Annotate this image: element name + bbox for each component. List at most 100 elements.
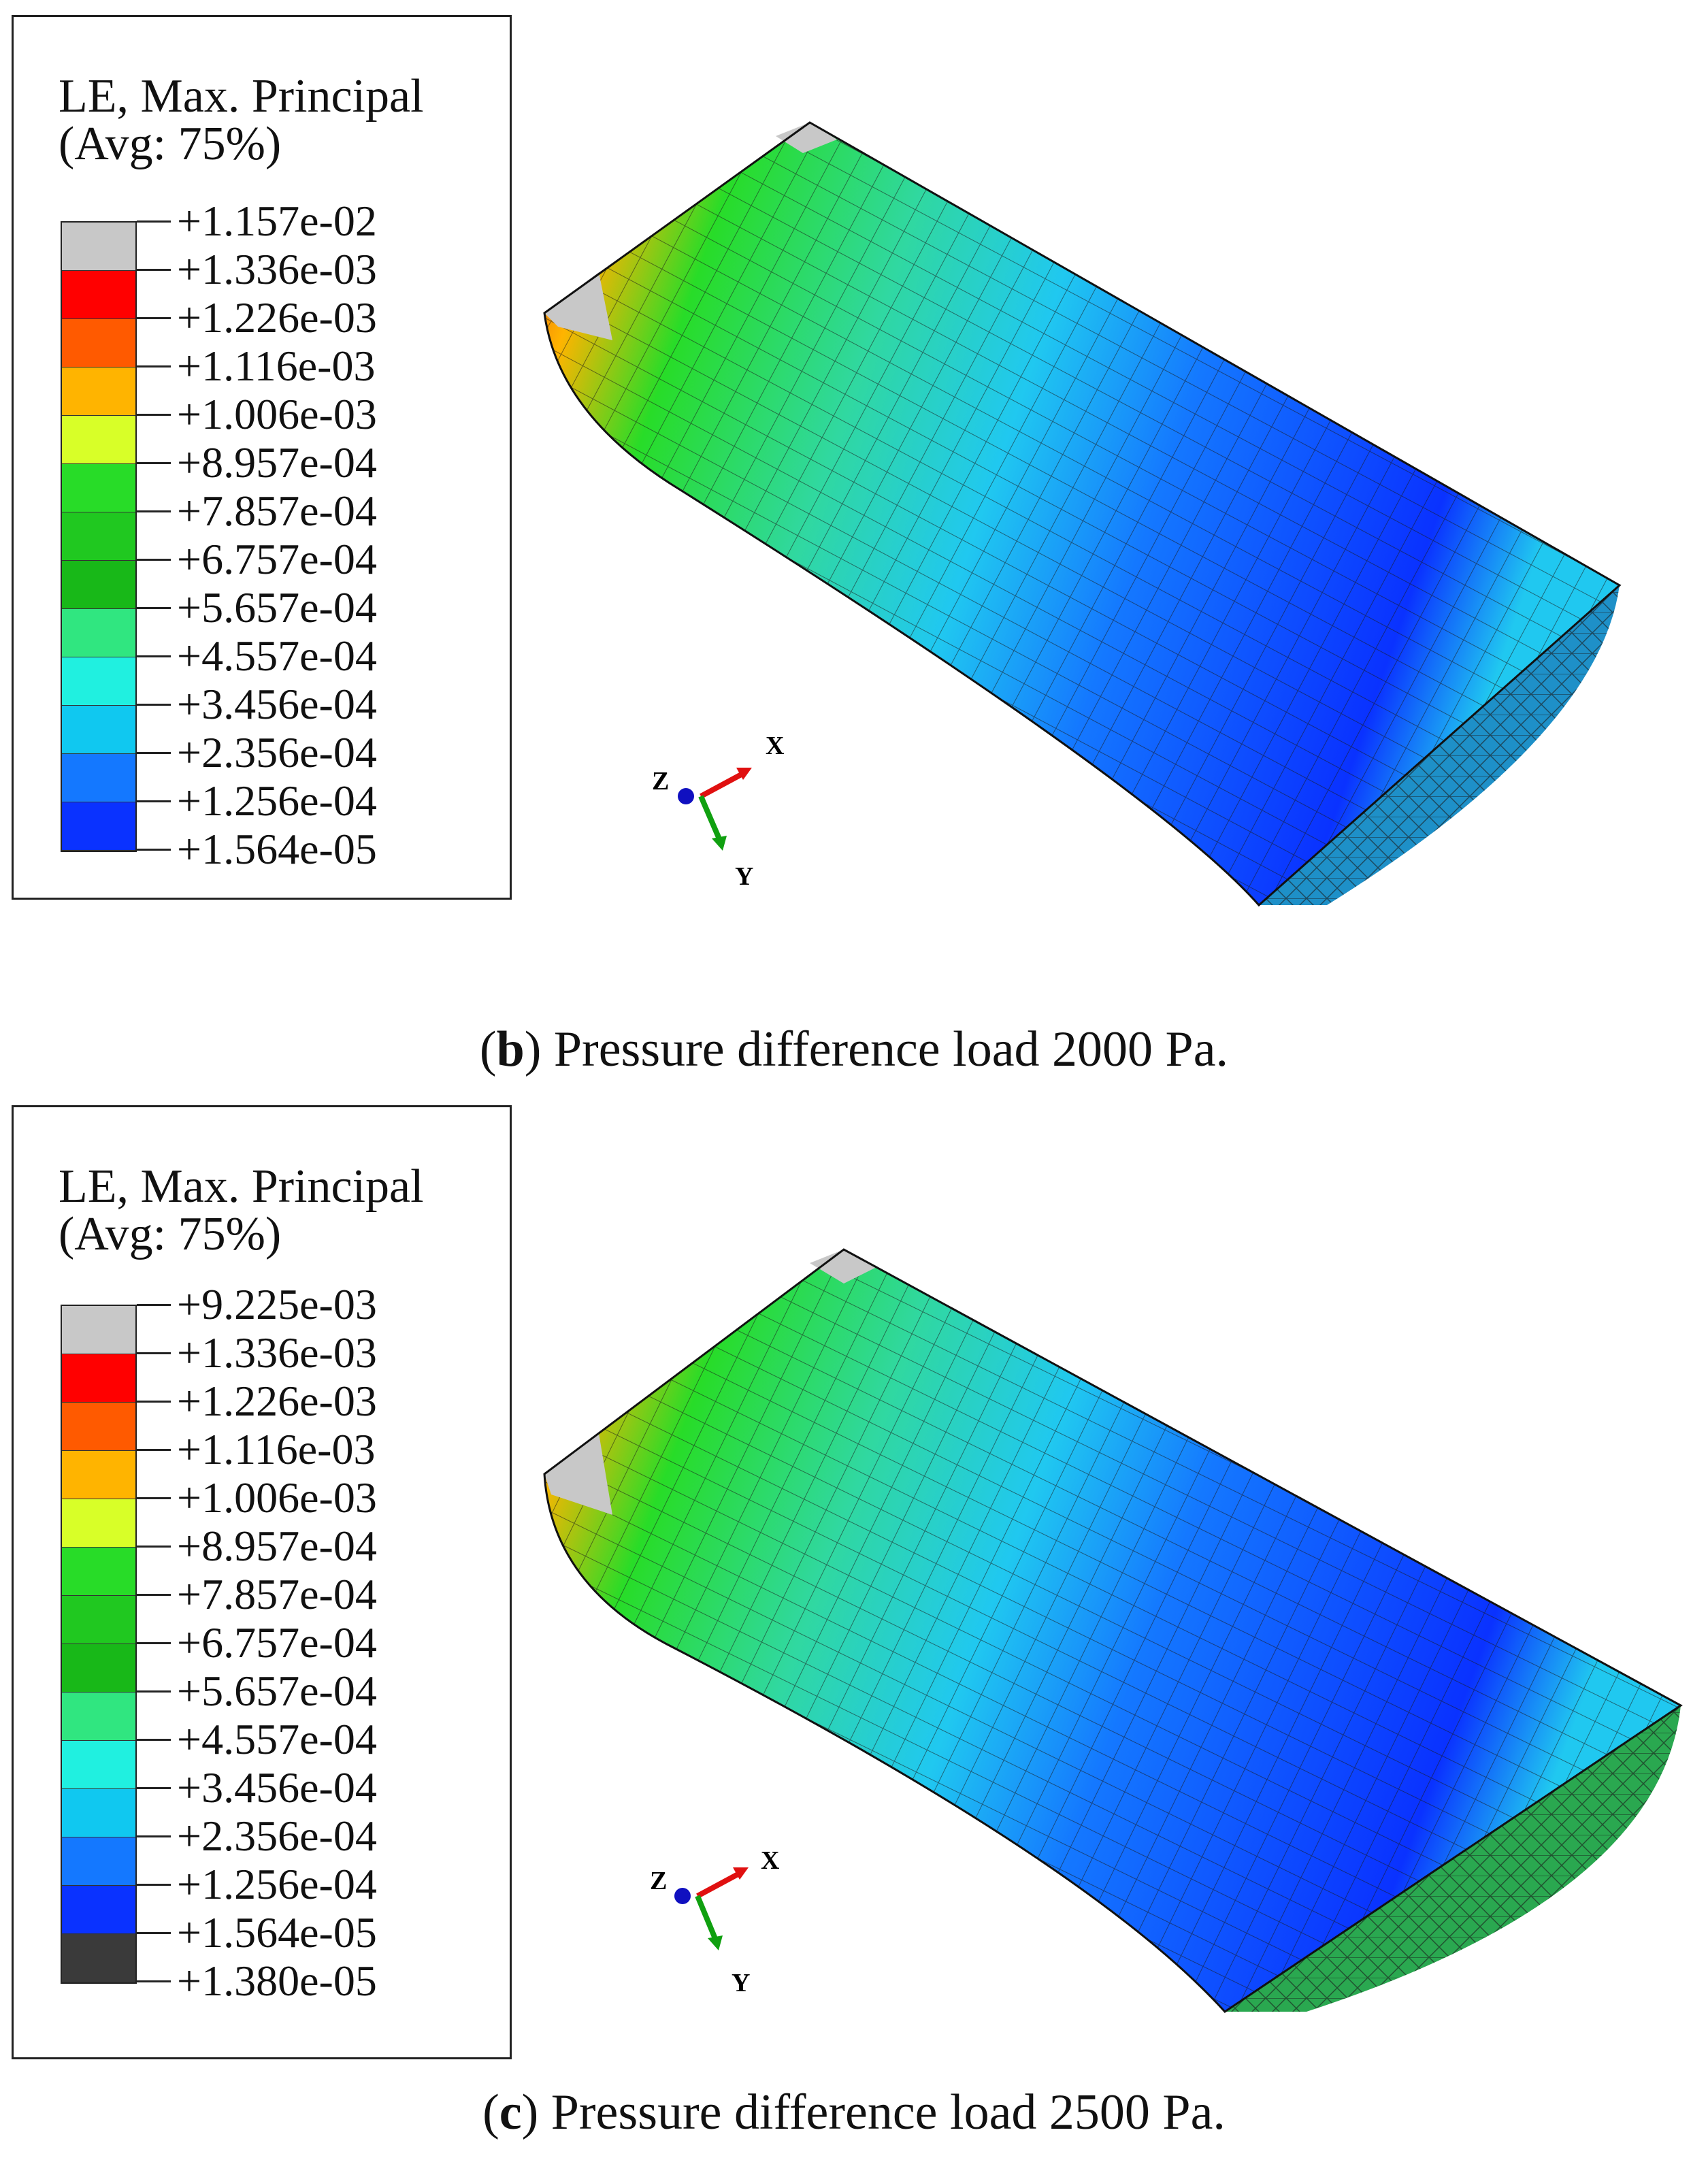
legend-subtitle: (Avg: 75%) xyxy=(59,118,282,170)
legend-value: +1.564e-05 xyxy=(177,825,377,873)
legend-tick xyxy=(137,1594,171,1596)
legend-value: +4.557e-04 xyxy=(177,632,377,680)
legend-value: +5.657e-04 xyxy=(177,1667,377,1715)
legend-tick xyxy=(137,1690,171,1693)
legend-swatch xyxy=(62,1741,135,1789)
legend-value: +1.256e-04 xyxy=(177,1860,377,1908)
legend-tick xyxy=(137,655,171,657)
legend-value: +1.157e-02 xyxy=(177,197,377,245)
legend-tick xyxy=(137,1835,171,1837)
fea-wing-plot: X Y Z xyxy=(543,121,1622,907)
legend-swatch xyxy=(62,271,135,319)
legend-swatch xyxy=(62,1693,135,1741)
axis-z-label: Z xyxy=(650,1867,667,1895)
legend-value: +6.757e-04 xyxy=(177,1618,377,1667)
legend-tick xyxy=(137,462,171,464)
axis-y-label: Y xyxy=(732,1969,750,1997)
legend-value: +1.380e-05 xyxy=(177,1957,377,2005)
legend-tick xyxy=(137,317,171,319)
legend-value: +8.957e-04 xyxy=(177,1522,377,1570)
axis-x-label: X xyxy=(761,1846,779,1875)
triad-axes: X Y Z xyxy=(650,1846,779,1997)
legend-swatch xyxy=(62,754,135,802)
axis-y-label: Y xyxy=(735,862,753,891)
legend-tick xyxy=(137,220,171,223)
legend-value: +3.456e-04 xyxy=(177,680,377,728)
legend-tick xyxy=(137,1642,171,1644)
legend-swatch xyxy=(62,802,135,851)
legend-tick xyxy=(137,1787,171,1789)
legend-tick xyxy=(137,269,171,271)
legend-value: +7.857e-04 xyxy=(177,487,377,535)
wing-surface xyxy=(543,1248,1683,2013)
legend-value: +3.456e-04 xyxy=(177,1763,377,1812)
fea-wing-plot: X Y Z xyxy=(543,1248,1683,2013)
legend-value: +1.226e-03 xyxy=(177,1377,377,1425)
axis-z-label: Z xyxy=(652,767,669,796)
legend-value: +1.116e-03 xyxy=(177,342,376,390)
legend-tick xyxy=(137,607,171,609)
legend-tick xyxy=(137,1932,171,1934)
legend-swatch xyxy=(62,367,135,416)
legend-swatch xyxy=(62,512,135,561)
legend-swatch xyxy=(62,1499,135,1548)
legend-value: +1.116e-03 xyxy=(177,1425,376,1473)
legend-value: +4.557e-04 xyxy=(177,1715,377,1763)
wing-surface xyxy=(543,121,1622,907)
legend-tick xyxy=(137,1304,171,1306)
caption-text: Pressure difference load 2500 Pa. xyxy=(538,2085,1226,2140)
figure-caption: (c) Pressure difference load 2500 Pa. xyxy=(482,2085,1226,2140)
legend-value: +2.356e-04 xyxy=(177,728,377,776)
axis-x-label: X xyxy=(766,732,784,760)
legend-swatch xyxy=(62,1306,135,1354)
legend-swatch xyxy=(62,223,135,271)
legend-tick xyxy=(137,1401,171,1403)
legend-value: +5.657e-04 xyxy=(177,583,377,632)
legend-swatch xyxy=(62,416,135,464)
legend-tick xyxy=(137,510,171,512)
legend-tick xyxy=(137,704,171,706)
legend-tick xyxy=(137,849,171,851)
legend-tick xyxy=(137,1980,171,1982)
figure-panel-c: LE, Max. Principal (Avg: 75%) +9.225e-03… xyxy=(0,1079,1708,2158)
legend-box: LE, Max. Principal (Avg: 75%) +9.225e-03… xyxy=(12,1105,512,2059)
legend-tick xyxy=(137,1497,171,1499)
legend-tick xyxy=(137,1449,171,1451)
color-scale xyxy=(61,221,137,852)
legend-swatch xyxy=(62,1934,135,1982)
legend-swatch xyxy=(62,1837,135,1886)
figure-caption: (b) Pressure difference load 2000 Pa. xyxy=(479,1021,1229,1077)
legend-subtitle: (Avg: 75%) xyxy=(59,1208,282,1260)
legend-value: +1.256e-04 xyxy=(177,776,377,825)
legend-value: +1.006e-03 xyxy=(177,390,377,438)
legend-swatch xyxy=(62,1548,135,1596)
legend-value: +1.564e-05 xyxy=(177,1908,377,1957)
legend-tick xyxy=(137,1352,171,1354)
legend-box: LE, Max. Principal (Avg: 75%) +1.157e-02… xyxy=(12,15,512,900)
legend-value: +2.356e-04 xyxy=(177,1812,377,1860)
legend-title: LE, Max. Principal xyxy=(59,70,424,122)
legend-swatch xyxy=(62,1644,135,1693)
caption-letter: c xyxy=(499,2085,522,2140)
legend-swatch xyxy=(62,561,135,609)
legend-value: +8.957e-04 xyxy=(177,438,377,487)
legend-swatch xyxy=(62,1403,135,1451)
caption-letter: b xyxy=(496,1021,525,1077)
legend-tick xyxy=(137,800,171,802)
triad-axes: X Y Z xyxy=(652,732,784,891)
legend-value: +9.225e-03 xyxy=(177,1280,377,1328)
legend-swatch xyxy=(62,319,135,367)
legend-tick xyxy=(137,414,171,416)
legend-swatch xyxy=(62,1354,135,1403)
legend-swatch xyxy=(62,1886,135,1934)
legend-tick xyxy=(137,1739,171,1741)
legend-title: LE, Max. Principal xyxy=(59,1160,424,1213)
legend-swatch xyxy=(62,657,135,706)
legend-value: +7.857e-04 xyxy=(177,1570,377,1618)
legend-swatch xyxy=(62,1789,135,1837)
legend-value: +1.006e-03 xyxy=(177,1473,377,1522)
legend-value: +6.757e-04 xyxy=(177,535,377,583)
color-scale xyxy=(61,1305,137,1984)
legend-tick xyxy=(137,365,171,367)
legend-tick xyxy=(137,559,171,561)
